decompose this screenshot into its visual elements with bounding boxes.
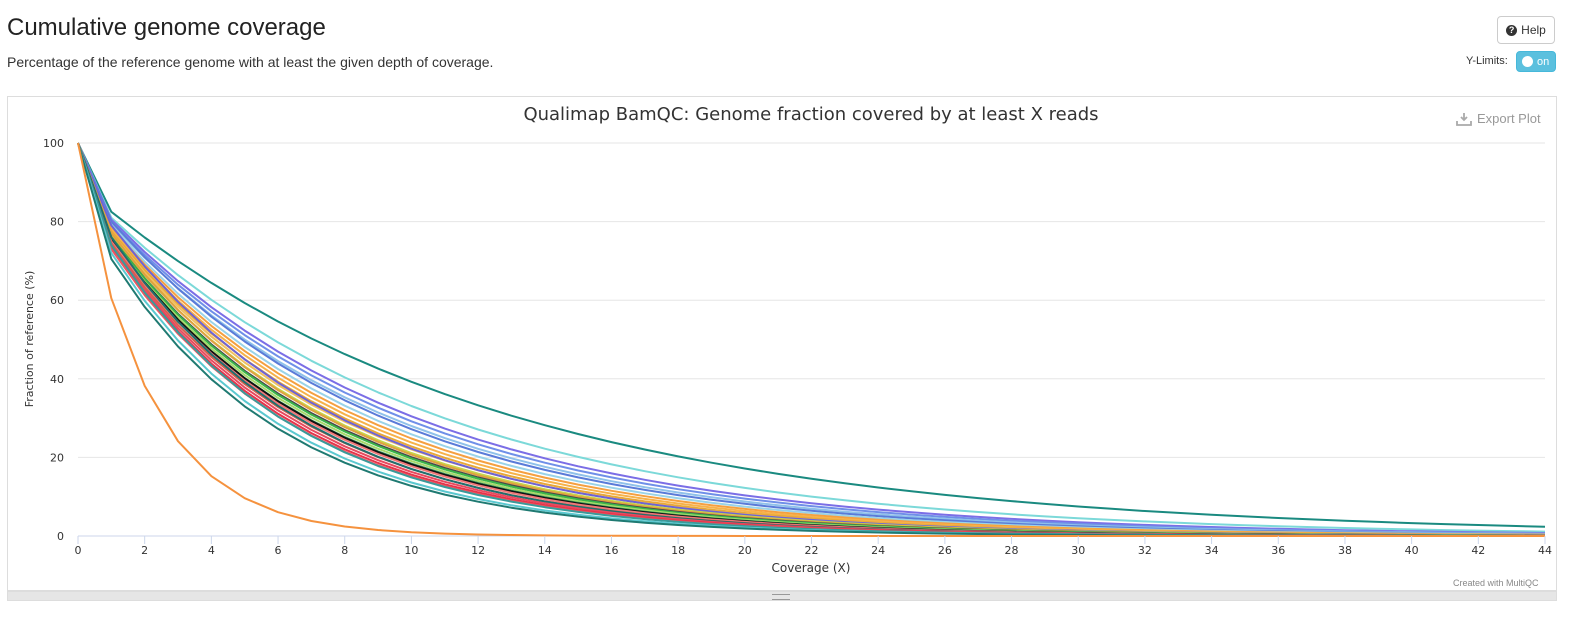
series-line-17[interactable] <box>77 142 1546 537</box>
series-line-13[interactable] <box>77 142 1546 537</box>
y-tick-label: 80 <box>50 216 64 229</box>
series-line-2[interactable] <box>77 142 1546 533</box>
series-line-3[interactable] <box>77 142 1546 534</box>
series-line-26[interactable] <box>77 142 1546 537</box>
series-line-25[interactable] <box>77 142 1545 537</box>
series-line-19[interactable] <box>77 142 1546 537</box>
series-line-22[interactable] <box>77 142 1546 537</box>
x-tick-label: 4 <box>208 544 215 557</box>
grid-lines <box>78 142 1545 537</box>
page-subtitle: Percentage of the reference genome with … <box>7 54 494 70</box>
series-line-24[interactable] <box>77 142 1545 537</box>
x-tick-label: 10 <box>404 544 418 557</box>
resize-handle[interactable] <box>7 591 1557 601</box>
x-tick-label: 42 <box>1471 544 1485 557</box>
series-line-12[interactable] <box>77 142 1546 537</box>
y-tick-label: 100 <box>43 137 64 150</box>
series-line-29[interactable] <box>77 142 1545 537</box>
chart-title: Qualimap BamQC: Genome fraction covered … <box>523 104 1098 125</box>
toggle-knob <box>1522 56 1533 67</box>
x-tick-label: 8 <box>341 544 348 557</box>
series-line-14[interactable] <box>77 142 1546 537</box>
series-line-1[interactable] <box>77 142 1546 528</box>
toggle-text: on <box>1537 55 1550 68</box>
question-icon: ? <box>1506 24 1518 36</box>
x-tick-label: 20 <box>738 544 752 557</box>
x-tick-label: 16 <box>604 544 618 557</box>
x-tick-label: 12 <box>471 544 485 557</box>
x-tick-label: 32 <box>1138 544 1152 557</box>
x-tick-label: 44 <box>1538 544 1552 557</box>
series-line-23[interactable] <box>77 142 1546 537</box>
x-tick-label: 24 <box>871 544 885 557</box>
x-tick-label: 0 <box>75 544 82 557</box>
series-line-18[interactable] <box>77 142 1545 537</box>
x-tick-label: 38 <box>1338 544 1352 557</box>
download-icon <box>1456 112 1472 126</box>
series-line-7[interactable] <box>77 142 1546 536</box>
export-plot-button[interactable]: Export Plot <box>1456 111 1541 126</box>
series-line-6[interactable] <box>77 142 1546 536</box>
x-axis-label: Coverage (X) <box>772 561 851 575</box>
ylimits-label: Y-Limits: <box>1466 55 1508 67</box>
series-line-8[interactable] <box>77 142 1546 536</box>
x-tick-label: 2 <box>141 544 148 557</box>
series-lines <box>77 142 1546 537</box>
x-tick-label: 22 <box>805 544 819 557</box>
help-button[interactable]: ? Help <box>1497 16 1555 44</box>
y-axis-label: Fraction of reference (%) <box>23 271 36 408</box>
series-line-10[interactable] <box>77 142 1546 537</box>
x-tick-label: 34 <box>1205 544 1219 557</box>
x-tick-label: 18 <box>671 544 685 557</box>
series-line-27[interactable] <box>77 142 1545 537</box>
help-label: Help <box>1521 23 1546 37</box>
credit-text: Created with MultiQC <box>1453 578 1539 588</box>
series-line-5[interactable] <box>77 142 1546 535</box>
x-tick-label: 26 <box>938 544 952 557</box>
x-tick-label: 40 <box>1405 544 1419 557</box>
y-tick-label: 20 <box>50 451 64 464</box>
series-line-16[interactable] <box>77 142 1545 537</box>
series-line-20[interactable] <box>77 142 1546 537</box>
ylimits-toggle[interactable]: on <box>1516 51 1556 72</box>
x-tick-label: 30 <box>1071 544 1085 557</box>
series-line-4[interactable] <box>77 142 1546 535</box>
series-line-28[interactable] <box>77 142 1545 537</box>
x-tick-label: 14 <box>538 544 552 557</box>
plot-frame <box>7 96 1557 591</box>
x-tick-label: 36 <box>1271 544 1285 557</box>
series-line-21[interactable] <box>77 142 1545 537</box>
y-tick-label: 0 <box>57 530 64 543</box>
export-plot-label: Export Plot <box>1477 111 1541 126</box>
grip-icon <box>772 594 790 600</box>
series-line-11[interactable] <box>77 142 1546 537</box>
y-tick-label: 40 <box>50 373 64 386</box>
series-line-9[interactable] <box>77 142 1546 536</box>
x-tick-label: 28 <box>1005 544 1019 557</box>
page-title: Cumulative genome coverage <box>7 14 326 41</box>
series-line-15[interactable] <box>77 142 1546 537</box>
x-tick-label: 6 <box>275 544 282 557</box>
y-tick-label: 60 <box>50 294 64 307</box>
